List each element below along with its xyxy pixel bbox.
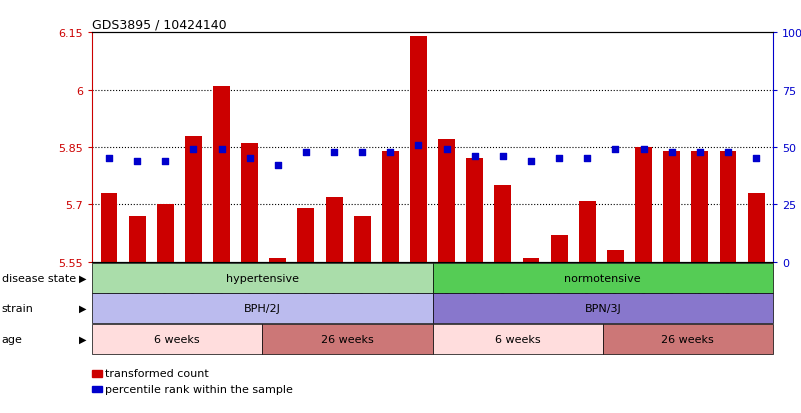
Text: GDS3895 / 10424140: GDS3895 / 10424140 bbox=[92, 19, 227, 31]
Bar bbox=[213, 87, 230, 262]
Point bbox=[300, 149, 312, 156]
Point bbox=[159, 158, 171, 165]
Point bbox=[581, 156, 594, 162]
Point bbox=[497, 154, 509, 160]
Bar bbox=[494, 186, 511, 262]
Bar bbox=[663, 152, 680, 262]
Point bbox=[553, 156, 566, 162]
Point bbox=[441, 147, 453, 153]
Point bbox=[103, 156, 115, 162]
Bar bbox=[466, 159, 483, 262]
Bar bbox=[635, 148, 652, 262]
Point bbox=[328, 149, 340, 156]
Point bbox=[609, 147, 622, 153]
Bar bbox=[157, 205, 174, 262]
Text: ▶: ▶ bbox=[78, 304, 86, 313]
Text: 26 weeks: 26 weeks bbox=[321, 334, 374, 344]
Point bbox=[412, 142, 425, 149]
Bar bbox=[719, 152, 736, 262]
Bar bbox=[382, 152, 399, 262]
Text: hypertensive: hypertensive bbox=[226, 273, 299, 283]
Point bbox=[187, 147, 199, 153]
Bar bbox=[354, 216, 371, 262]
Text: age: age bbox=[2, 334, 22, 344]
Bar bbox=[691, 152, 708, 262]
Bar bbox=[579, 201, 596, 262]
Text: BPH/2J: BPH/2J bbox=[244, 304, 281, 313]
Point bbox=[131, 158, 143, 165]
Bar bbox=[297, 209, 314, 262]
Text: strain: strain bbox=[2, 304, 34, 313]
Point bbox=[215, 147, 228, 153]
Bar bbox=[241, 144, 258, 262]
Text: ▶: ▶ bbox=[78, 273, 86, 283]
Bar bbox=[607, 251, 624, 262]
Text: 6 weeks: 6 weeks bbox=[155, 334, 200, 344]
Text: 26 weeks: 26 weeks bbox=[662, 334, 714, 344]
Point bbox=[722, 149, 735, 156]
Text: percentile rank within the sample: percentile rank within the sample bbox=[105, 384, 293, 394]
Point bbox=[637, 147, 650, 153]
Bar bbox=[129, 216, 146, 262]
Text: ▶: ▶ bbox=[78, 334, 86, 344]
Bar bbox=[551, 235, 568, 262]
Bar bbox=[185, 136, 202, 262]
Bar bbox=[269, 259, 286, 262]
Point bbox=[469, 154, 481, 160]
Point bbox=[750, 156, 763, 162]
Point bbox=[694, 149, 706, 156]
Bar bbox=[747, 193, 764, 262]
Bar bbox=[410, 37, 427, 262]
Text: normotensive: normotensive bbox=[565, 273, 641, 283]
Point bbox=[244, 156, 256, 162]
Point bbox=[272, 163, 284, 169]
Point bbox=[356, 149, 368, 156]
Point bbox=[666, 149, 678, 156]
Bar bbox=[522, 259, 539, 262]
Bar bbox=[438, 140, 455, 262]
Text: 6 weeks: 6 weeks bbox=[495, 334, 541, 344]
Point bbox=[384, 149, 396, 156]
Text: transformed count: transformed count bbox=[105, 368, 209, 378]
Text: BPN/3J: BPN/3J bbox=[585, 304, 621, 313]
Bar bbox=[101, 193, 118, 262]
Point bbox=[525, 158, 537, 165]
Text: disease state: disease state bbox=[2, 273, 76, 283]
Bar bbox=[326, 197, 343, 262]
